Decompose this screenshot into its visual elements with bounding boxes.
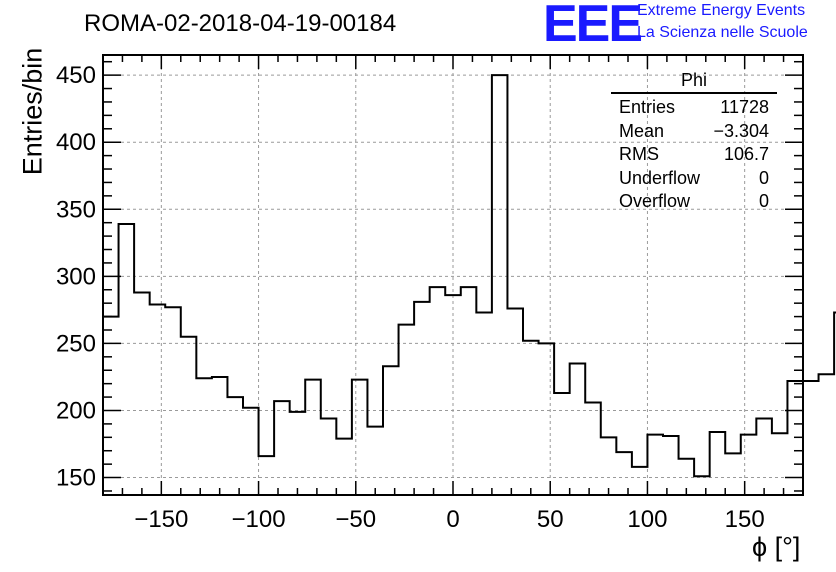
histogram-bin [585,402,601,495]
histogram-bin [492,75,508,495]
stats-label: Underflow [619,167,701,188]
histogram-bin [383,366,399,495]
histogram-bin [647,435,663,495]
histogram-bin [119,224,135,495]
histogram-bin [663,436,679,495]
y-tick-label: 350 [56,196,96,223]
x-tick-label: 100 [627,506,667,533]
histogram-bin [694,476,710,495]
histogram-bin [352,380,368,495]
x-tick-label: −150 [134,506,188,533]
histogram-bin [305,380,321,495]
eee-logo: EEE [543,0,643,53]
histogram-bin [321,419,337,495]
stats-label: RMS [619,144,659,164]
histogram-bin [290,412,306,495]
y-tick-label: 150 [56,465,96,492]
y-tick-label: 450 [56,62,96,89]
stats-title: Phi [611,70,777,94]
y-tick-label: 250 [56,330,96,357]
stats-row-overflow: Overflow 0 [611,190,777,214]
stats-value: 0 [758,167,769,188]
histogram-bin [243,408,259,495]
histogram-bin [165,307,181,495]
histogram-bin [741,435,757,495]
histogram-bin [150,305,166,495]
histogram-bin [570,364,586,495]
histogram-bin [430,287,446,495]
x-tick-label: 150 [725,506,765,533]
x-tick-label: 50 [537,506,564,533]
histogram-bin [414,302,430,495]
histogram-bin [725,453,741,495]
histogram-bin [134,292,150,495]
histogram-bin [523,341,539,495]
y-tick-label: 300 [56,263,96,290]
logo-line-1: Extreme Energy Events [637,2,806,19]
x-axis-label: ϕ [°] [752,532,801,562]
histogram-bin [756,419,772,495]
chart-title: ROMA-02-2018-04-19-00184 [84,10,397,37]
stats-value: 0 [758,191,769,211]
stats-row-rms: RMS 106.7 [611,143,777,167]
stats-box: Phi Entries 11728 Mean −3.304 RMS 106.7 … [611,70,777,214]
stats-row-underflow: Underflow 0 [611,167,777,191]
histogram-bin [336,439,352,495]
histogram-bin [710,432,726,495]
stats-row-mean: Mean −3.304 [611,120,777,144]
histogram-bin [212,377,228,495]
histogram-bin [819,374,835,495]
histogram-bin [507,309,523,495]
histogram-bin [227,397,243,495]
histogram-bin [616,452,632,495]
x-tick-label: −50 [335,506,376,533]
histogram-bin [196,378,212,495]
histogram-bin [632,467,648,495]
stats-row-entries: Entries 11728 [611,96,777,120]
y-axis-label: Entries/bin [17,47,48,176]
stats-label: Overflow [619,191,691,211]
x-tick-label: −100 [232,506,286,533]
x-tick-label: 0 [446,506,459,533]
histogram-bin [445,295,461,495]
histogram-bin [476,313,492,495]
stats-value: −3.304 [713,120,769,141]
histogram-bin [803,381,819,495]
stats-label: Mean [619,120,665,141]
histogram-bin [554,393,570,495]
histogram-bin [601,437,617,495]
logo-line-2: La Scienza nelle Scuole [637,24,808,41]
histogram-bin [461,287,477,495]
y-tick-label: 400 [56,129,96,156]
histogram-series-line [103,74,836,478]
y-tick-label: 200 [56,397,96,424]
histogram-bin [181,337,197,495]
histogram-bin [274,401,290,495]
histogram-bin [772,433,788,495]
stats-value: 11728 [720,97,769,117]
histogram-bin [399,325,415,495]
stats-value: 106.7 [723,144,769,164]
histogram-bin [259,456,275,495]
histogram-bin [367,427,383,495]
stats-label: Entries [619,97,676,117]
histogram-bin [539,343,555,495]
